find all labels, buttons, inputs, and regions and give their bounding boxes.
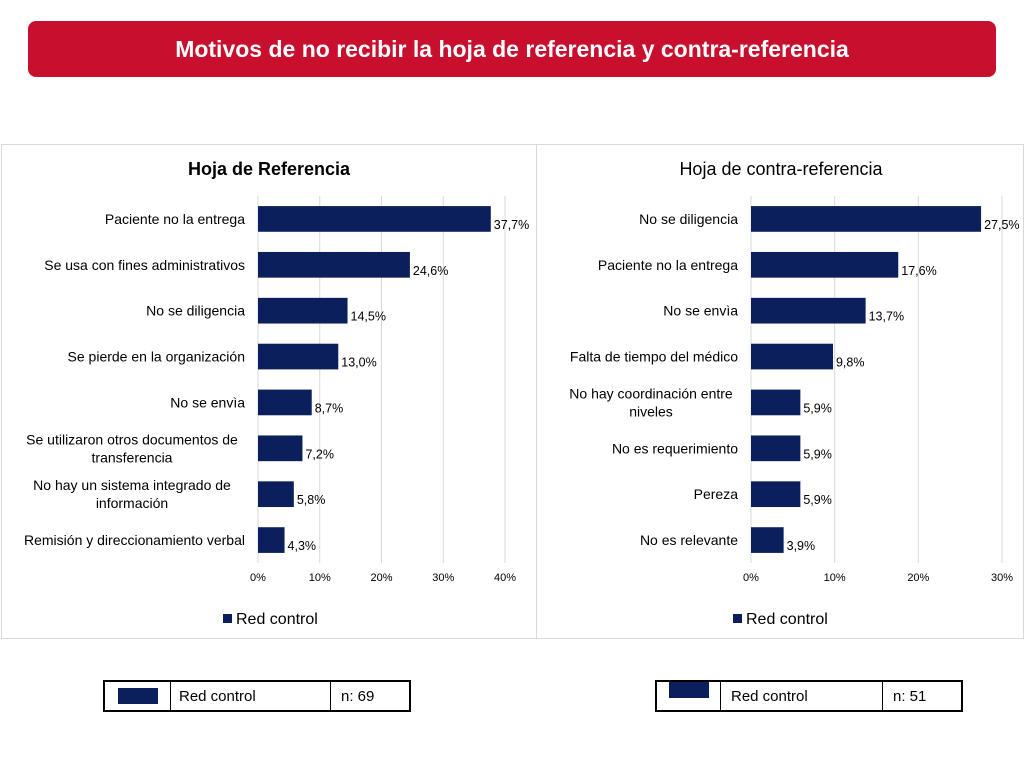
- category-label: No es relevante: [640, 532, 738, 548]
- bar: [258, 481, 294, 508]
- title-banner: Motivos de no recibir la hoja de referen…: [28, 21, 996, 77]
- data-label: 7,2%: [305, 447, 334, 461]
- data-label: 5,8%: [297, 493, 326, 507]
- chart-title: Hoja de Referencia: [188, 159, 351, 179]
- category-label: Remisión y direccionamiento verbal: [24, 532, 245, 548]
- legend-n: n: 51: [893, 687, 927, 705]
- bar: [258, 343, 339, 370]
- data-label: 13,7%: [869, 310, 904, 324]
- data-label: 13,0%: [341, 356, 376, 370]
- bar: [258, 435, 303, 462]
- category-label: Pereza: [694, 486, 739, 502]
- category-label: Paciente no la entrega: [105, 211, 245, 227]
- x-tick-label: 10%: [309, 572, 331, 584]
- x-tick-label: 20%: [907, 572, 929, 584]
- bar: [258, 389, 312, 416]
- category-label: Se pierde en la organización: [68, 349, 245, 365]
- category-label: Paciente no la entrega: [598, 257, 738, 273]
- x-tick-label: 10%: [824, 572, 846, 584]
- x-tick-label: 0%: [743, 572, 759, 584]
- legend-swatch: [733, 614, 742, 623]
- data-label: 8,7%: [315, 401, 344, 415]
- legend-label: Red control: [236, 611, 318, 628]
- data-label: 17,6%: [901, 264, 936, 278]
- category-label: información: [96, 495, 168, 511]
- data-label: 37,7%: [494, 218, 529, 232]
- legend-swatch: [223, 614, 232, 623]
- data-label: 14,5%: [351, 310, 386, 324]
- legend-swatch: [117, 688, 158, 704]
- bar: [751, 297, 866, 324]
- page-title: Motivos de no recibir la hoja de referen…: [175, 35, 849, 62]
- bar: [751, 206, 982, 232]
- legend-label: Red control: [721, 682, 883, 710]
- category-label: Falta de tiempo del médico: [570, 349, 738, 365]
- bar: [751, 435, 801, 462]
- bar: [258, 251, 410, 278]
- category-label: Se utilizaron otros documentos de: [26, 431, 238, 447]
- category-label: No hay un sistema integrado de: [33, 477, 231, 493]
- category-label: No se envìa: [170, 394, 245, 410]
- legend-swatch: [668, 682, 709, 698]
- data-label: 24,6%: [413, 264, 448, 278]
- bar: [258, 206, 491, 232]
- chart-contra-referencia: Hoja de contra-referencia 0% 10% 20% 30% 27,5…: [536, 144, 1024, 639]
- category-label: niveles: [629, 403, 673, 419]
- chart-title: Hoja de contra-referencia: [679, 159, 883, 179]
- x-tick-label: 20%: [370, 572, 392, 584]
- chart-svg: Hoja de contra-referencia 0% 10% 20% 30% 27,5…: [569, 159, 1019, 628]
- bar: [751, 527, 784, 553]
- bar: [751, 343, 833, 370]
- category-label: transferencia: [92, 449, 173, 465]
- category-label: No se envìa: [663, 303, 738, 319]
- chart-referencia: Hoja de Referencia 0% 10% 20% 30% 40% 37,7% Pac…: [1, 144, 537, 639]
- data-label: 5,9%: [803, 401, 832, 415]
- legend-label: Red control: [171, 682, 331, 710]
- category-label: Se usa con fines administrativos: [44, 257, 245, 273]
- bar: [751, 251, 899, 278]
- bar: [258, 527, 285, 553]
- legend-label: Red control: [746, 611, 828, 628]
- legend-n: n: 69: [341, 687, 375, 705]
- data-label: 3,9%: [787, 539, 816, 553]
- x-tick-label: 40%: [494, 572, 516, 584]
- category-label: No se diligencia: [146, 303, 245, 319]
- category-label: No hay coordinación entre: [569, 385, 733, 401]
- data-label: 9,8%: [836, 356, 865, 370]
- legend-swatch-cell: [657, 682, 721, 710]
- x-tick-label: 30%: [991, 572, 1013, 584]
- sample-legend-contra-referencia: Red control n: 51: [655, 680, 963, 712]
- x-tick-label: 0%: [250, 572, 266, 584]
- category-label: No se diligencia: [639, 211, 738, 227]
- bar: [258, 297, 348, 324]
- data-label: 27,5%: [984, 218, 1019, 232]
- chart-svg: Hoja de Referencia 0% 10% 20% 30% 40% 37,7% Pac…: [24, 159, 529, 628]
- x-tick-label: 30%: [432, 572, 454, 584]
- category-label: No es requerimiento: [612, 440, 738, 456]
- data-label: 5,9%: [803, 447, 832, 461]
- data-label: 5,9%: [803, 493, 832, 507]
- data-label: 4,3%: [288, 539, 317, 553]
- bar: [751, 481, 801, 508]
- bar: [751, 389, 801, 416]
- sample-legend-referencia: Red control n: 69: [103, 680, 411, 712]
- legend-swatch-cell: [105, 682, 171, 710]
